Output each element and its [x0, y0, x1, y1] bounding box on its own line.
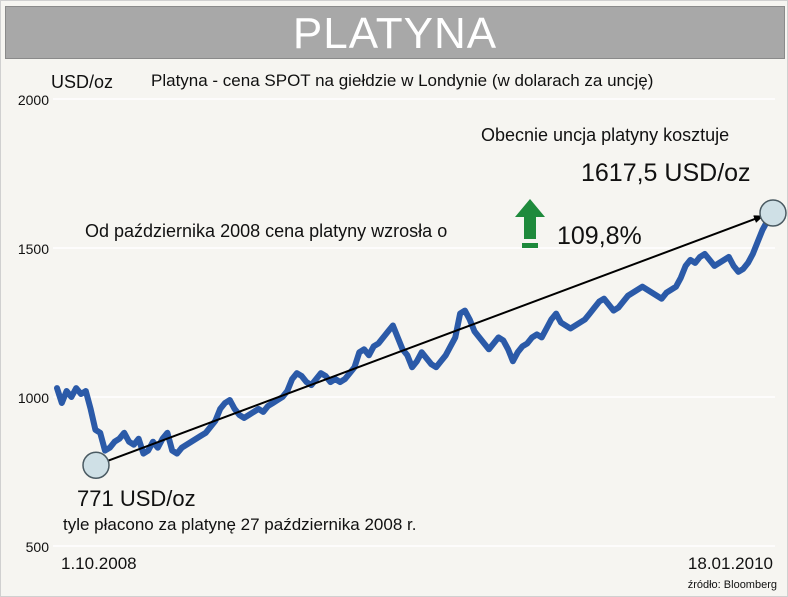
- y-tick-label: 500: [26, 539, 50, 555]
- end-point-caption: Obecnie uncja platyny kosztuje: [481, 125, 729, 145]
- grid-lines: [53, 98, 775, 547]
- start-point-marker: [82, 451, 110, 479]
- y-axis-label: USD/oz: [51, 72, 113, 92]
- title-banner: PLATYNA: [5, 6, 785, 59]
- x-end-label: 18.01.2010: [688, 554, 773, 573]
- series-line: [54, 210, 775, 457]
- start-point-label: 771 USD/oz: [77, 486, 196, 511]
- trend-arrow: [95, 215, 764, 467]
- y-tick-labels: 2000 1500 1000 500: [18, 92, 49, 555]
- start-point-caption: tyle płacono za platynę 27 października …: [63, 515, 416, 534]
- source-note: źródło: Bloomberg: [688, 579, 777, 591]
- banner-title: PLATYNA: [292, 9, 498, 58]
- y-tick-label: 1000: [18, 390, 49, 406]
- change-value: 109,8%: [557, 222, 642, 250]
- chart-title: Platyna - cena SPOT na giełdzie w Londyn…: [151, 71, 653, 90]
- end-point-marker: [759, 199, 787, 227]
- y-tick-label: 2000: [18, 92, 49, 108]
- up-arrow-icon: [515, 199, 545, 248]
- y-tick-label: 1500: [18, 241, 49, 257]
- x-start-label: 1.10.2008: [61, 554, 137, 573]
- end-point-label: 1617,5 USD/oz: [581, 159, 751, 187]
- change-text: Od października 2008 cena platyny wzrosł…: [85, 221, 447, 241]
- series-line-group: [54, 210, 775, 457]
